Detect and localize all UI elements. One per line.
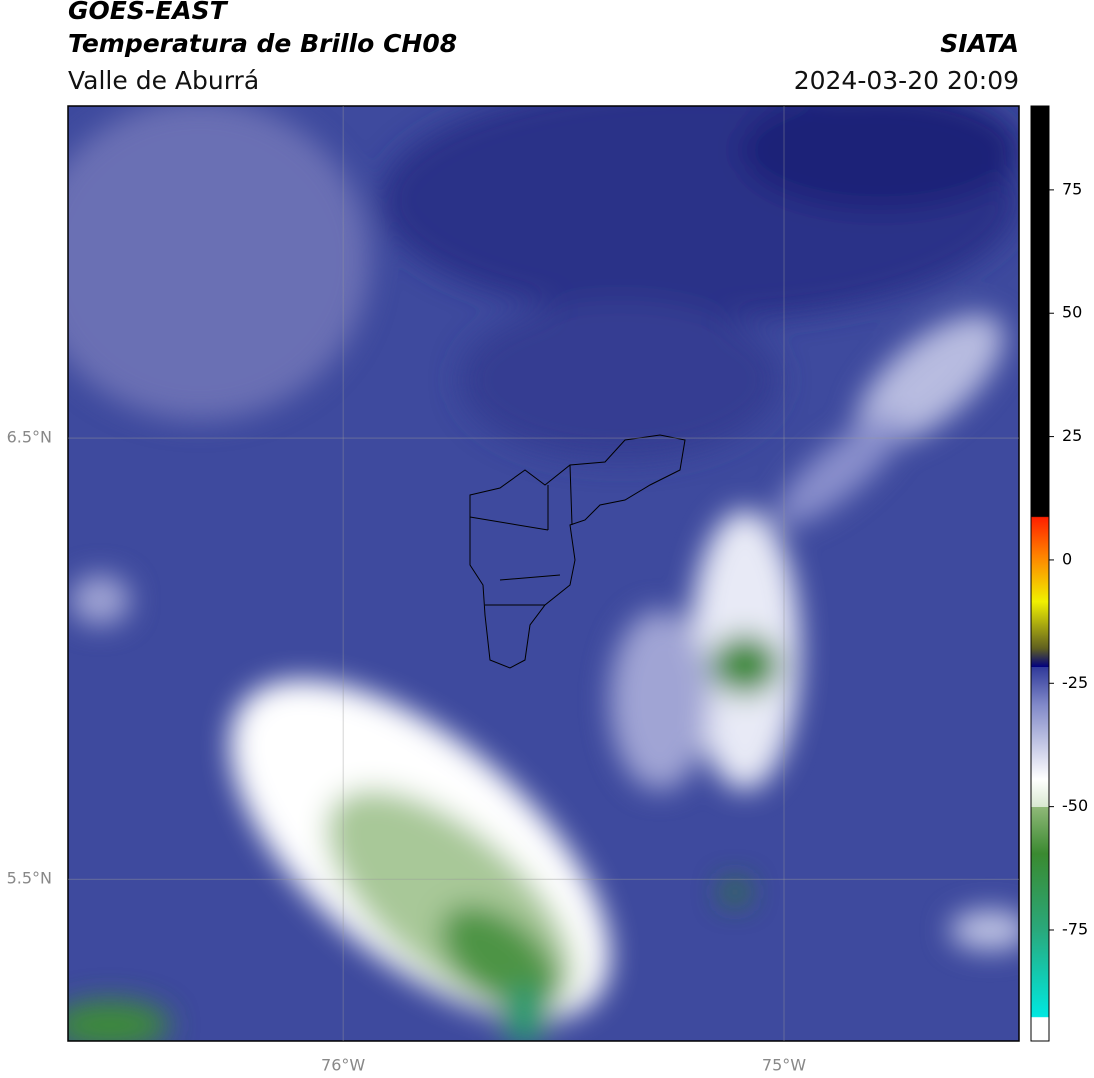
y-tick-label: 6.5°N bbox=[7, 428, 52, 447]
subtitle: Temperatura de Brillo CH08 bbox=[68, 29, 457, 58]
colorbar-tick-label: 50 bbox=[1062, 303, 1082, 322]
title: GOES-EAST bbox=[68, 0, 229, 25]
colorbar bbox=[1030, 105, 1050, 1042]
colorbar-tick-label: -75 bbox=[1062, 919, 1088, 938]
map-frame bbox=[67, 105, 1020, 1042]
colorbar-tick-label: 75 bbox=[1062, 179, 1082, 198]
municipal-boundaries bbox=[469, 434, 686, 669]
y-tick-label: 5.5°N bbox=[7, 869, 52, 888]
colorbar-tick-label: 0 bbox=[1062, 549, 1072, 568]
x-tick-label: 75°W bbox=[762, 1056, 806, 1075]
colorbar-tick-label: 25 bbox=[1062, 426, 1082, 445]
colorbar-tick-label: -25 bbox=[1062, 673, 1088, 692]
source: SIATA bbox=[940, 29, 1019, 58]
x-tick-label: 76°W bbox=[321, 1056, 365, 1075]
field bbox=[68, 106, 1019, 1041]
colorbar-tick-label: -50 bbox=[1062, 796, 1088, 815]
region: Valle de Aburrá bbox=[68, 66, 259, 95]
field-shapes bbox=[68, 106, 1019, 1041]
datetime: 2024-03-20 20:09 bbox=[794, 66, 1019, 95]
